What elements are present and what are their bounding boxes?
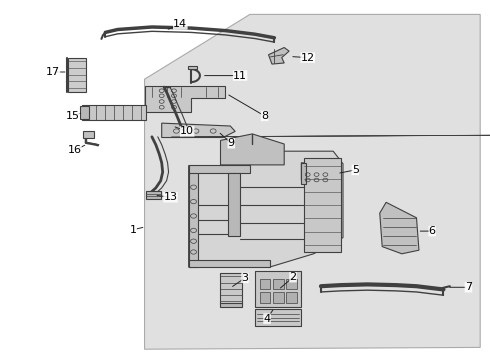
Text: 4: 4 xyxy=(264,314,270,324)
Text: 17: 17 xyxy=(46,67,60,77)
Text: 12: 12 xyxy=(301,53,315,63)
Text: 3: 3 xyxy=(242,273,248,283)
Bar xyxy=(189,165,250,173)
Text: 9: 9 xyxy=(228,138,235,148)
Bar xyxy=(273,279,284,289)
Polygon shape xyxy=(162,123,235,138)
Text: 5: 5 xyxy=(352,165,359,175)
Bar xyxy=(260,279,270,289)
Polygon shape xyxy=(220,134,284,165)
Text: 11: 11 xyxy=(233,71,247,81)
Polygon shape xyxy=(301,163,337,184)
Bar xyxy=(146,191,161,199)
Text: 1: 1 xyxy=(130,225,137,235)
Bar xyxy=(189,260,270,267)
Text: 6: 6 xyxy=(429,226,436,236)
Bar xyxy=(260,292,270,303)
Bar xyxy=(189,166,198,267)
Polygon shape xyxy=(189,151,343,267)
Bar xyxy=(286,292,297,303)
Text: 2: 2 xyxy=(290,272,296,282)
Text: 13: 13 xyxy=(164,192,177,202)
Bar xyxy=(286,279,297,289)
Bar xyxy=(255,309,301,326)
Polygon shape xyxy=(145,86,225,112)
Bar xyxy=(220,303,242,307)
Bar xyxy=(82,105,146,120)
Text: 16: 16 xyxy=(68,145,81,156)
Polygon shape xyxy=(145,14,480,349)
Text: 7: 7 xyxy=(465,282,472,292)
Bar xyxy=(80,106,89,119)
Bar xyxy=(68,58,86,92)
Polygon shape xyxy=(269,48,289,64)
Text: 8: 8 xyxy=(261,111,268,121)
Bar xyxy=(301,163,306,184)
Bar xyxy=(304,158,341,252)
Bar xyxy=(255,271,301,307)
Polygon shape xyxy=(380,202,419,254)
Bar xyxy=(188,66,197,69)
Bar xyxy=(83,131,94,138)
Text: 15: 15 xyxy=(66,111,79,121)
Text: 14: 14 xyxy=(173,19,187,30)
Bar xyxy=(273,292,284,303)
Bar xyxy=(220,273,242,304)
Text: 10: 10 xyxy=(180,126,194,136)
Bar xyxy=(228,173,240,236)
